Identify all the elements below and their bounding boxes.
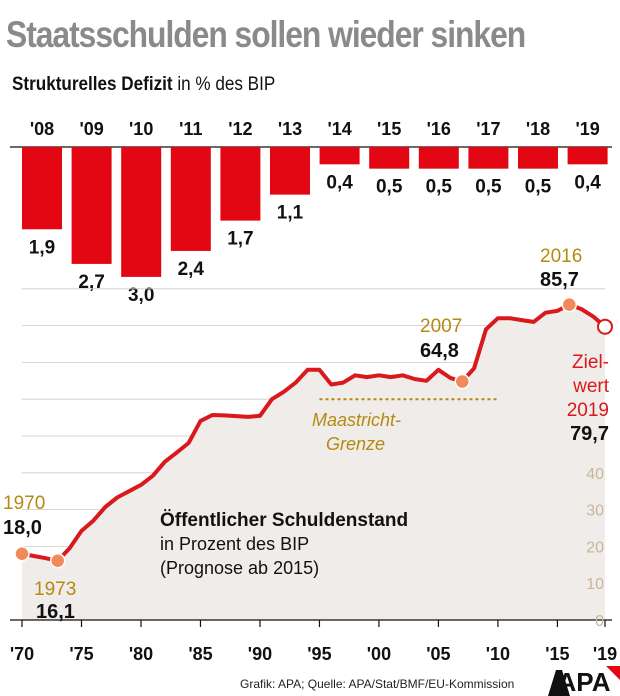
highlight-value-label: 85,7 [540, 269, 579, 291]
subtitle-bold: Strukturelles Defizit [12, 74, 173, 95]
bar-category-label: '13 [278, 119, 302, 139]
debt-chart-subtitle: in Prozent des BIP [160, 534, 309, 554]
x-tick-label: '00 [367, 644, 391, 664]
bar-category-label: '16 [427, 119, 451, 139]
highlight-value-label: 16,1 [36, 601, 75, 623]
y-tick-label: 40 [586, 466, 604, 483]
x-tick-label: '75 [69, 644, 93, 664]
bar-value-label: 1,7 [227, 229, 253, 250]
subtitle-rest: in % des BIP [172, 74, 276, 95]
source-note: Grafik: APA; Quelle: APA/Stat/BMF/EU-Kom… [240, 677, 515, 691]
bar-category-label: '19 [575, 119, 599, 139]
bar [121, 147, 162, 277]
highlight-point [14, 546, 30, 562]
highlight-year-label: 1970 [3, 493, 45, 514]
x-tick-label: '05 [426, 644, 450, 664]
apa-logo: APA [548, 666, 620, 696]
chart-subtitle: Strukturelles Defizit in % des BIP [12, 74, 275, 96]
highlight-point-open [597, 318, 613, 335]
highlight-year-label: 2019 [567, 400, 609, 421]
bar [468, 147, 509, 169]
bar-category-label: '09 [79, 119, 103, 139]
highlight-value-label: 64,8 [420, 340, 459, 362]
bar [567, 147, 608, 165]
debt-area-chart: Maastricht- Grenze '70 '75 '80 '85 '90 '95 '00 '0… [3, 246, 617, 664]
bar-value-label: 3,0 [128, 285, 154, 306]
bar-value-label: 1,1 [277, 203, 304, 224]
bar-value-label: 0,5 [426, 177, 453, 198]
debt-chart-subtitle: (Prognose ab 2015) [160, 558, 319, 578]
highlight-year-label: 2016 [540, 246, 582, 267]
page-title: Staatsschulden sollen wieder sinken [6, 14, 526, 55]
target-value-label: wert [572, 376, 610, 397]
y-tick-label: 20 [586, 539, 604, 556]
deficit-bar-chart: '08 1,9 '09 2,7 '10 3,0 '11 2,4 '12 1,7 '13 1,1 '14 0… [10, 119, 612, 306]
x-tick-label: '70 [10, 644, 34, 664]
reference-line-label: Grenze [326, 434, 385, 454]
highlight-point [561, 296, 578, 313]
target-value-label: Ziel- [572, 352, 609, 373]
y-tick-label: 10 [586, 576, 604, 593]
bar-category-label: '12 [228, 119, 252, 139]
bar [270, 147, 310, 195]
bar-value-label: 0,5 [475, 177, 502, 198]
reference-line-label: Maastricht- [312, 410, 401, 430]
highlight-point [454, 373, 470, 390]
bar [71, 147, 112, 264]
highlight-year-label: 1973 [34, 579, 76, 600]
x-tick-label: '95 [307, 644, 331, 664]
bar [518, 147, 558, 169]
bar-category-label: '15 [377, 119, 401, 139]
debt-chart-title: Öffentlicher Schuldenstand [160, 510, 408, 531]
bar-value-label: 0,4 [326, 172, 353, 193]
bar-category-label: '11 [179, 119, 202, 139]
bar [369, 147, 410, 169]
x-tick-label: '19 [593, 644, 617, 664]
bar-value-label: 2,4 [178, 259, 205, 280]
bar-value-label: 0,5 [376, 177, 403, 198]
bar [418, 147, 459, 169]
x-tick-label: '15 [545, 644, 569, 664]
bar [319, 147, 360, 165]
x-tick-label: '10 [486, 644, 510, 664]
bar-value-label: 1,9 [29, 237, 55, 258]
y-tick-label: 30 [586, 503, 604, 520]
highlight-value-label: 18,0 [3, 517, 42, 539]
bar-category-label: '17 [476, 119, 500, 139]
highlight-point [49, 553, 66, 569]
x-tick-label: '80 [129, 644, 153, 664]
bar-category-label: '08 [30, 119, 54, 139]
bar-category-label: '18 [526, 119, 550, 139]
highlight-value-label: 79,7 [570, 423, 609, 445]
bar [170, 147, 211, 251]
bar [220, 147, 261, 221]
logo-text: APA [558, 667, 611, 696]
x-tick-label: '90 [248, 644, 272, 664]
highlight-year-label: 2007 [420, 316, 462, 337]
bar-category-label: '14 [327, 119, 351, 139]
bar-value-label: 0,5 [525, 177, 552, 198]
bar-value-label: 2,7 [78, 272, 104, 293]
y-tick-label: 0 [595, 613, 604, 630]
debt-line [20, 302, 607, 563]
x-tick-label: '85 [188, 644, 212, 664]
bar-category-label: '10 [129, 119, 153, 139]
bar [22, 147, 62, 230]
bar-value-label: 0,4 [574, 172, 601, 193]
